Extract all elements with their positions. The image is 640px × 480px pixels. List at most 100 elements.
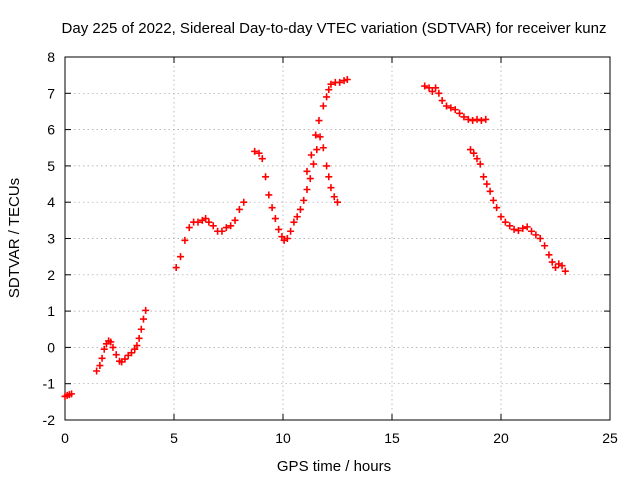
data-point <box>497 213 505 221</box>
data-point <box>177 253 185 261</box>
x-tick-label: 0 <box>61 430 69 446</box>
data-point <box>523 223 531 231</box>
data-point <box>227 222 235 230</box>
data-point <box>464 115 472 123</box>
data-point <box>473 115 481 123</box>
y-tick-label: -1 <box>43 376 56 392</box>
data-point <box>262 173 270 181</box>
y-tick-label: 0 <box>47 339 55 355</box>
data-point <box>240 198 248 206</box>
data-point <box>303 167 311 175</box>
data-point <box>98 354 106 362</box>
data-point <box>205 218 213 226</box>
y-tick-label: 1 <box>47 303 55 319</box>
data-point <box>466 146 474 154</box>
data-point <box>506 222 514 230</box>
y-tick-label: 2 <box>47 267 55 283</box>
data-point <box>340 77 348 85</box>
x-tick-label: 5 <box>170 430 178 446</box>
data-point <box>127 349 135 357</box>
data-point <box>489 196 497 204</box>
data-point <box>519 224 527 232</box>
data-point <box>541 242 549 250</box>
data-point <box>451 106 459 114</box>
data-point <box>319 144 327 152</box>
data-point <box>460 113 468 121</box>
data-point <box>303 185 311 193</box>
data-point <box>536 235 544 242</box>
y-tick-labels: -2 -1 0 1 2 3 4 5 6 7 8 <box>43 49 56 428</box>
data-point <box>443 102 450 110</box>
data-point <box>493 204 501 212</box>
data-point <box>131 345 139 353</box>
data-point <box>486 187 494 195</box>
data-point <box>296 205 304 213</box>
data-point <box>107 338 115 346</box>
y-tick-label: 5 <box>47 158 55 174</box>
grid-lines <box>65 57 610 420</box>
data-point <box>278 233 286 241</box>
data-point <box>327 80 335 88</box>
data-point <box>483 180 491 188</box>
data-point <box>316 133 324 141</box>
data-point <box>96 362 104 370</box>
data-point <box>209 222 217 230</box>
data-point <box>300 196 308 204</box>
data-point <box>235 205 243 213</box>
data-point <box>456 109 464 117</box>
data-point <box>202 215 210 223</box>
chart-title: Day 225 of 2022, Sidereal Day-to-day VTE… <box>62 20 607 37</box>
data-point <box>271 215 279 223</box>
data-point <box>558 262 566 270</box>
data-point <box>68 390 76 398</box>
data-point <box>310 160 318 168</box>
data-point <box>265 191 273 199</box>
y-tick-label: 3 <box>47 231 55 247</box>
data-point <box>268 204 276 212</box>
data-point <box>112 351 120 359</box>
data-point <box>343 76 351 84</box>
y-axis-label: SDTVAR / TECUs <box>6 178 23 298</box>
data-point <box>181 236 189 244</box>
data-point <box>307 151 315 159</box>
data-point <box>561 267 569 275</box>
data-point <box>315 117 323 125</box>
data-point <box>552 264 559 272</box>
data-point <box>428 87 436 95</box>
data-point <box>293 213 301 221</box>
data-point <box>330 193 338 201</box>
data-point <box>469 117 477 125</box>
data-point <box>255 149 263 157</box>
data-point <box>323 162 331 170</box>
x-tick-label: 25 <box>602 430 618 446</box>
data-point <box>425 84 433 92</box>
data-point <box>137 325 145 333</box>
data-point <box>476 160 484 168</box>
data-point <box>121 355 129 363</box>
data-point <box>313 146 321 154</box>
data-point <box>438 97 446 105</box>
data-point <box>139 315 147 323</box>
data-point <box>133 342 141 350</box>
data-point <box>510 225 518 233</box>
data-point <box>501 218 509 226</box>
data-point <box>421 82 429 90</box>
data-point <box>306 175 314 183</box>
y-tick-label: -2 <box>43 412 56 428</box>
data-point <box>336 78 344 86</box>
data-point <box>93 367 101 375</box>
data-point <box>532 231 540 239</box>
data-point <box>231 216 239 224</box>
data-point <box>548 258 556 266</box>
data-point <box>480 173 488 181</box>
data-point <box>447 104 455 112</box>
data-point <box>172 264 180 272</box>
x-axis-label: GPS time / hours <box>277 458 391 475</box>
data-point <box>323 93 331 101</box>
data-point <box>275 225 283 233</box>
data-point <box>514 227 522 235</box>
data-point <box>312 131 320 139</box>
data-point <box>218 227 226 235</box>
data-point <box>222 224 230 232</box>
data-point <box>334 198 341 206</box>
